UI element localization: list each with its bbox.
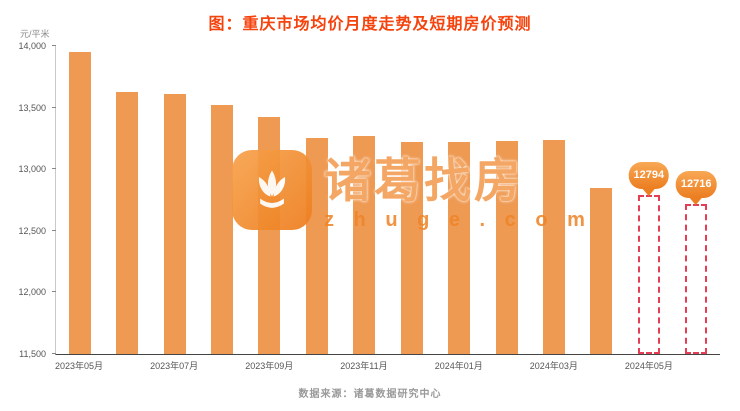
- y-tick-label: 13,000: [18, 164, 46, 175]
- x-tick-label-2024-02: [483, 359, 530, 372]
- bar-2023-11: [353, 135, 376, 354]
- x-tick-label-2023-05: 2023年05月: [55, 361, 104, 371]
- plot-area: 14,000 13,500 13,000 12,500 12,000 11,500 127…: [18, 41, 720, 359]
- bar-slot-2023-07: [151, 46, 198, 354]
- bar-2024-01: [448, 142, 471, 354]
- y-tick-label: 14,000: [18, 41, 46, 51]
- bar-2023-08: [210, 105, 233, 354]
- forecast-bar-2024-06: 12716: [675, 171, 717, 354]
- bar-2023-09: [258, 117, 281, 354]
- bar-2023-10: [305, 138, 328, 354]
- bar-slot-2023-10: [293, 46, 340, 354]
- x-tick-label-2024-04: [578, 359, 625, 372]
- x-tick-label-2024-05: 2024年05月: [624, 361, 673, 371]
- bars-area: 12794 12716: [56, 46, 720, 354]
- bar-2024-02: [495, 140, 518, 354]
- bar-slot-2024-03: [530, 46, 577, 354]
- y-tick-mark: [52, 229, 56, 231]
- x-tick-label-2023-07: 2023年07月: [150, 361, 199, 371]
- y-tick-mark: [52, 168, 56, 170]
- bar-2023-05: [68, 52, 91, 354]
- bar-slot-2023-06: [103, 46, 150, 354]
- chart-title: 图：重庆市场均价月度走势及短期房价预测: [208, 16, 532, 33]
- x-tick-label-2023-08: [198, 359, 245, 372]
- bar-2024-04: [590, 187, 613, 354]
- bar-slot-2023-11: [341, 46, 388, 354]
- x-tick-label-2023-11: 2023年11月: [340, 361, 388, 371]
- bar-2023-07: [163, 94, 186, 354]
- bar-2023-12: [400, 142, 423, 354]
- x-tick-label-2023-12: [388, 359, 435, 372]
- bar-slot-2024-04: [578, 46, 625, 354]
- bar-slot-2023-08: [198, 46, 245, 354]
- bar-2023-06: [116, 91, 139, 354]
- x-tick-label-2023-09: 2023年09月: [245, 361, 294, 371]
- x-tick-label-2023-10: [293, 359, 340, 372]
- bar-2024-03: [542, 139, 565, 354]
- y-axis: 14,000 13,500 13,000 12,500 12,000 11,500: [1, 41, 56, 359]
- bar-slot-2024-05: 12794: [625, 46, 672, 354]
- y-axis-unit-label: 元/平米: [20, 29, 50, 39]
- bar-slot-2023-09: [246, 46, 293, 354]
- bar-slot-2024-01: [435, 46, 482, 354]
- y-tick-label: 11,500: [19, 349, 46, 359]
- x-tick-label-2024-01: 2024年01月: [434, 361, 483, 371]
- x-tick-label-2024-06: [673, 359, 720, 372]
- forecast-value-balloon-2024-05: 12794: [628, 161, 670, 189]
- forecast-bar-2024-05: 12794: [628, 161, 670, 354]
- x-tick-label-2023-06: [103, 359, 150, 372]
- bar-slot-2024-06: 12716: [672, 46, 719, 354]
- x-tick-label-2024-03: 2024年03月: [529, 361, 578, 371]
- data-source-text: 数据来源：诸葛数据研究中心: [298, 389, 442, 400]
- x-axis-labels: 2023年05月 2023年07月 2023年09月 2023年11月 2024年01月…: [55, 359, 720, 372]
- y-tick-label: 12,500: [18, 225, 46, 236]
- y-tick-mark: [52, 45, 56, 46]
- bar-slot-2023-05: [56, 46, 103, 354]
- bar-slot-2023-12: [388, 46, 435, 354]
- y-tick-label: 13,500: [18, 102, 46, 113]
- y-tick-mark: [52, 291, 56, 293]
- bar-slot-2024-02: [483, 46, 530, 354]
- y-tick-mark: [52, 353, 56, 354]
- forecast-value-balloon-2024-06: 12716: [675, 171, 717, 199]
- y-tick-mark: [52, 106, 56, 108]
- y-tick-label: 12,000: [18, 287, 46, 298]
